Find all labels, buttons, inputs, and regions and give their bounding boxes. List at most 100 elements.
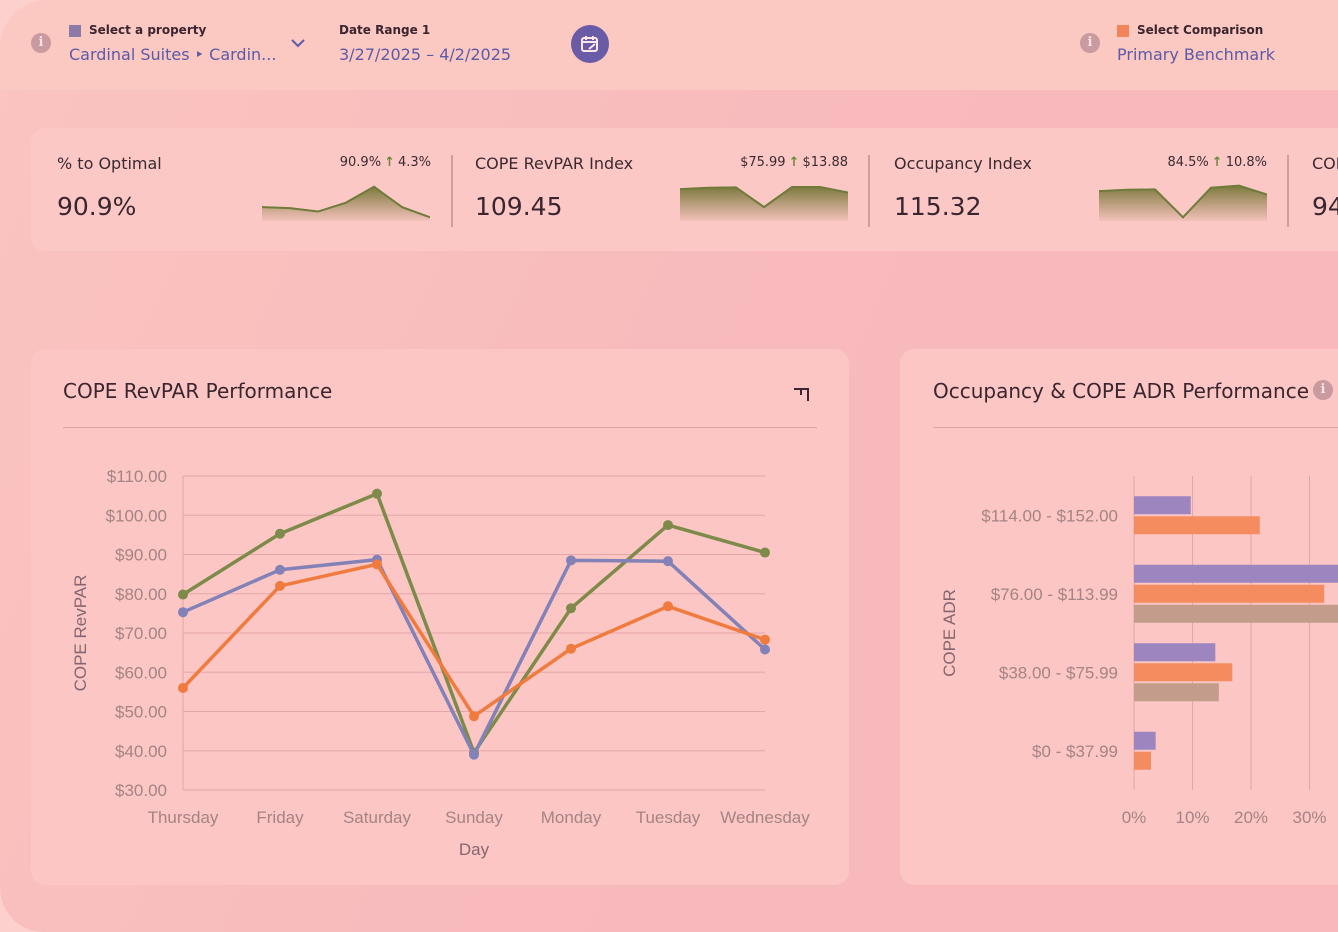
bar[interactable] [1134,496,1191,515]
sparkline-line [680,186,848,209]
sparkline-line [262,185,430,219]
x-tick-label: 20% [1234,808,1268,827]
kpi-divider [868,155,870,227]
info-icon[interactable]: i [31,33,51,53]
data-point[interactable] [760,634,770,645]
data-point[interactable] [372,559,382,570]
data-point[interactable] [275,528,285,539]
kpi-card[interactable]: % to Optimal 90.9% 90.9% ↑ 4.3% [57,128,431,251]
kpi-title: Occupancy Index [894,154,1032,173]
y-tick-label: $110.00 [107,467,167,486]
card-title: COPE RevPAR Performance [63,379,333,403]
data-point[interactable] [566,555,576,566]
data-point[interactable] [663,556,673,567]
y-tick-label: $76.00 - $113.99 [991,585,1118,604]
data-point[interactable] [760,644,770,655]
chevron-down-icon[interactable] [289,37,307,49]
data-point[interactable] [275,580,285,591]
info-icon[interactable]: i [1080,33,1100,53]
comparison-select[interactable]: Primary Benchmark [1117,45,1276,64]
bar[interactable] [1134,643,1216,662]
x-tick-label: 0% [1122,808,1147,827]
revpar-line-chart: $30.00 $40.00 $50.00 $60.00 $70.00 $80.00 $90.… [71,467,810,859]
arrow-up-icon: ↑ [384,155,395,170]
series-line[interactable] [182,557,767,757]
x-tick-label: Wednesday [720,808,810,827]
filter-bar: i Select a property Cardinal Suites ‣ Ca… [0,0,1338,90]
kpi-delta-value: 84.5% [1167,155,1209,170]
x-axis-title: Day [459,840,490,859]
data-point[interactable] [566,643,576,654]
data-point[interactable] [178,682,188,693]
kpi-delta-value: 90.9% [339,155,382,170]
bar[interactable] [1134,683,1219,702]
kpi-card[interactable]: COPE 94 [1312,128,1338,251]
kpi-value: 94 [1312,192,1338,221]
data-point[interactable] [469,749,479,760]
y-axis-title: COPE RevPAR [71,575,90,692]
x-tick-label: Friday [256,808,304,827]
y-tick-label: $114.00 - $152.00 [981,506,1118,525]
y-tick-label: $90.00 [115,546,167,565]
data-point[interactable] [178,589,188,600]
x-tick-label: Saturday [343,808,412,827]
property-label: Select a property [89,23,207,37]
series-line[interactable] [181,562,766,718]
y-tick-label: $30.00 [115,781,167,800]
data-point[interactable] [372,488,382,499]
date-range-value[interactable]: 3/27/2025 – 4/2/2025 [339,45,512,64]
data-point[interactable] [663,520,673,531]
arrow-up-icon: ↑ [788,155,800,170]
bar[interactable] [1134,564,1338,583]
property-swatch [69,25,81,37]
sparkline-line [1099,184,1267,219]
date-range-label: Date Range 1 [339,23,431,37]
bar[interactable] [1134,751,1151,770]
kpi-delta-value: $75.99 [740,155,786,170]
data-point[interactable] [566,603,576,614]
kpi-delta: 84.5% ↑ 10.8% [1167,155,1267,170]
bar[interactable] [1134,731,1156,750]
card-divider [933,427,1338,428]
x-tick-label: Monday [541,808,602,827]
x-tick-label: Sunday [445,808,503,827]
sparkline [680,186,848,221]
kpi-delta-change: 4.3% [397,155,431,170]
info-icon[interactable]: i [1313,380,1333,400]
kpi-divider [1287,155,1289,227]
kpi-delta: 90.9% ↑ 4.3% [340,155,431,170]
kpi-card[interactable]: COPE RevPAR Index 109.45 $75.99 ↑ $13.88 [475,128,848,251]
y-tick-label: $60.00 [115,663,167,682]
y-tick-label: $80.00 [115,585,167,604]
y-tick-label: $0 - $37.99 [1032,742,1118,761]
revpar-card: COPE RevPAR Performance $30.00 $40.00 $50.… [31,349,849,885]
sparkline-area [262,186,430,221]
data-point[interactable] [760,547,770,558]
calendar-button[interactable] [571,25,609,63]
arrow-up-icon: ↑ [1211,155,1223,170]
adr-card: Occupancy & COPE ADR Performance i 0% 10%… [900,349,1338,885]
property-select[interactable]: Cardinal Suites ‣ Cardin... [69,45,277,64]
kpi-delta-change: $13.88 [802,155,849,170]
bar[interactable] [1134,663,1233,682]
card-title: Occupancy & COPE ADR Performance [933,379,1310,403]
sparkline [262,185,430,221]
expand-icon[interactable] [791,383,813,405]
adr-bar-chart: 0% 10% 20% 30% $114.00 - $152.00 $76.00 - $11… [940,476,1338,827]
bar[interactable] [1134,516,1260,535]
data-point[interactable] [178,607,188,618]
sparkline [1099,184,1267,221]
calendar-edit-icon [581,36,598,52]
y-axis-title: COPE ADR [940,589,959,677]
kpi-value: 90.9% [57,192,137,221]
card-divider [63,427,817,428]
bar[interactable] [1134,604,1338,623]
data-point[interactable] [663,601,673,612]
bar[interactable] [1134,584,1325,603]
kpi-title: % to Optimal [57,154,162,173]
y-tick-label: $100.00 [106,506,167,525]
data-point[interactable] [469,711,479,722]
kpi-card[interactable]: Occupancy Index 115.32 84.5% ↑ 10.8% [894,128,1267,251]
data-point[interactable] [275,564,285,575]
